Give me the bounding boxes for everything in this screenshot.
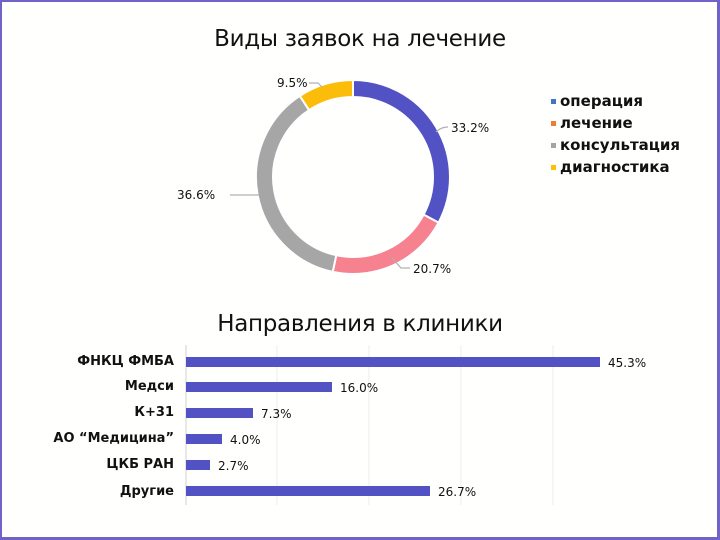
bar-category-label: К+31 (134, 405, 174, 420)
label-operation: 33.2% (451, 121, 489, 135)
gridlines (276, 345, 554, 505)
legend-item-diagnostics: диагностика (551, 156, 680, 178)
legend-swatch-icon (551, 121, 556, 126)
bar-fnkc-fmba (186, 357, 600, 367)
bar-value-label: 16.0% (340, 381, 378, 395)
bar-value-labels: 45.3% 16.0% 7.3% 4.0% 2.7% 26.7% (218, 356, 646, 499)
segment-operation (352, 78, 451, 224)
segment-consultation (254, 94, 338, 274)
donut-legend: операция лечение консультация диагностик… (551, 90, 680, 178)
legend-swatch-icon (551, 165, 556, 170)
legend-swatch-icon (551, 143, 556, 148)
bar-value-label: 4.0% (230, 433, 261, 447)
bar-chart: 45.3% 16.0% 7.3% 4.0% 2.7% 26.7% (185, 345, 646, 505)
bar-category-label: Медси (124, 379, 174, 394)
bar-category-label: ФНКЦ ФМБА (77, 354, 174, 369)
legend-item-operation: операция (551, 90, 680, 112)
bar-ckb-ran (186, 460, 210, 470)
bar-value-label: 26.7% (438, 485, 476, 499)
bar-k31 (186, 408, 253, 418)
legend-item-treatment: лечение (551, 112, 680, 134)
legend-swatch-icon (551, 99, 556, 104)
label-consultation: 36.6% (177, 188, 215, 202)
legend-label: операция (560, 92, 643, 110)
donut-chart-title: Виды заявок на лечение (214, 26, 506, 52)
bar-value-label: 2.7% (218, 459, 249, 473)
legend-label: диагностика (560, 158, 670, 176)
bar-category-label: ЦКБ РАН (106, 457, 174, 472)
label-diagnostics: 9.5% (277, 76, 308, 90)
bar-ao-medicina (186, 434, 222, 444)
bar-chart-title: Направления в клиники (217, 311, 503, 337)
legend-item-consultation: консультация (551, 134, 680, 156)
bar-category-label: Другие (119, 484, 174, 499)
legend-label: консультация (560, 136, 681, 154)
bars (186, 357, 600, 496)
bar-medsi (186, 382, 332, 392)
donut-ring (254, 78, 451, 275)
bar-category-label: АО “Медицина” (53, 431, 174, 446)
donut-chart: 33.2% 20.7% 36.6% 9.5% (177, 76, 489, 276)
leader-lines (230, 82, 449, 269)
segment-diagnostics (298, 78, 354, 112)
bar-value-label: 7.3% (261, 407, 292, 421)
bar-other (186, 486, 430, 496)
label-treatment: 20.7% (413, 262, 451, 276)
bar-value-label: 45.3% (608, 356, 646, 370)
legend-label: лечение (560, 114, 633, 132)
